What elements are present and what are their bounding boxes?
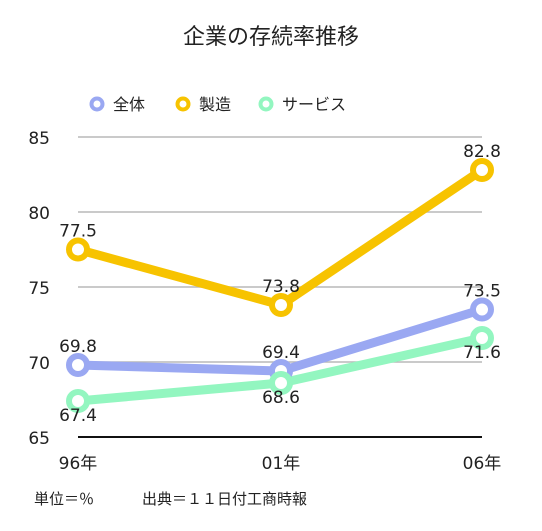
legend-swatch	[89, 96, 105, 112]
data-label: 77.5	[59, 222, 97, 242]
data-label: 67.4	[59, 406, 97, 426]
series-markers	[66, 158, 494, 413]
legend-item: 全体	[89, 95, 145, 114]
data-point	[470, 326, 494, 350]
data-point	[66, 353, 90, 377]
data-point	[66, 389, 90, 413]
y-tick-label: 70	[28, 354, 50, 374]
x-tick-label: 06年	[463, 454, 502, 474]
x-axis: 96年 01年 06年	[59, 454, 502, 474]
legend-label: 製造	[199, 95, 231, 114]
unit-footnote: 単位＝％	[34, 490, 94, 508]
y-tick-label: 85	[28, 129, 50, 149]
data-point	[269, 293, 293, 317]
data-label: 69.4	[262, 343, 300, 363]
data-label: 68.6	[262, 388, 300, 408]
data-point	[269, 371, 293, 395]
legend-item: サービス	[258, 95, 346, 114]
x-tick-label: 01年	[262, 454, 301, 474]
legend: 全体 製造 サービス	[89, 95, 346, 114]
data-labels: 69.8 69.4 73.5 77.5 73.8 82.8 67.4 68.6 71.6	[59, 142, 501, 426]
x-tick-label: 96年	[59, 454, 98, 474]
legend-item: 製造	[175, 95, 231, 114]
data-point	[470, 158, 494, 182]
legend-swatch	[258, 96, 274, 112]
y-tick-label: 75	[28, 279, 50, 299]
data-label: 82.8	[463, 142, 501, 162]
data-label: 73.5	[463, 282, 501, 302]
data-label: 69.8	[59, 337, 97, 357]
y-tick-label: 65	[28, 429, 50, 449]
data-point	[66, 237, 90, 262]
legend-label: 全体	[113, 95, 145, 114]
data-label: 71.6	[463, 343, 501, 363]
chart-title: 企業の存続率推移	[183, 25, 359, 50]
y-axis: 65 70 75 80 85	[28, 129, 50, 449]
data-label: 73.8	[262, 277, 300, 297]
legend-label: サービス	[282, 95, 346, 114]
data-point	[470, 297, 494, 322]
y-tick-label: 80	[28, 204, 50, 224]
source-footnote: 出典＝１１日付工商時報	[142, 490, 307, 508]
legend-swatch	[175, 96, 191, 112]
